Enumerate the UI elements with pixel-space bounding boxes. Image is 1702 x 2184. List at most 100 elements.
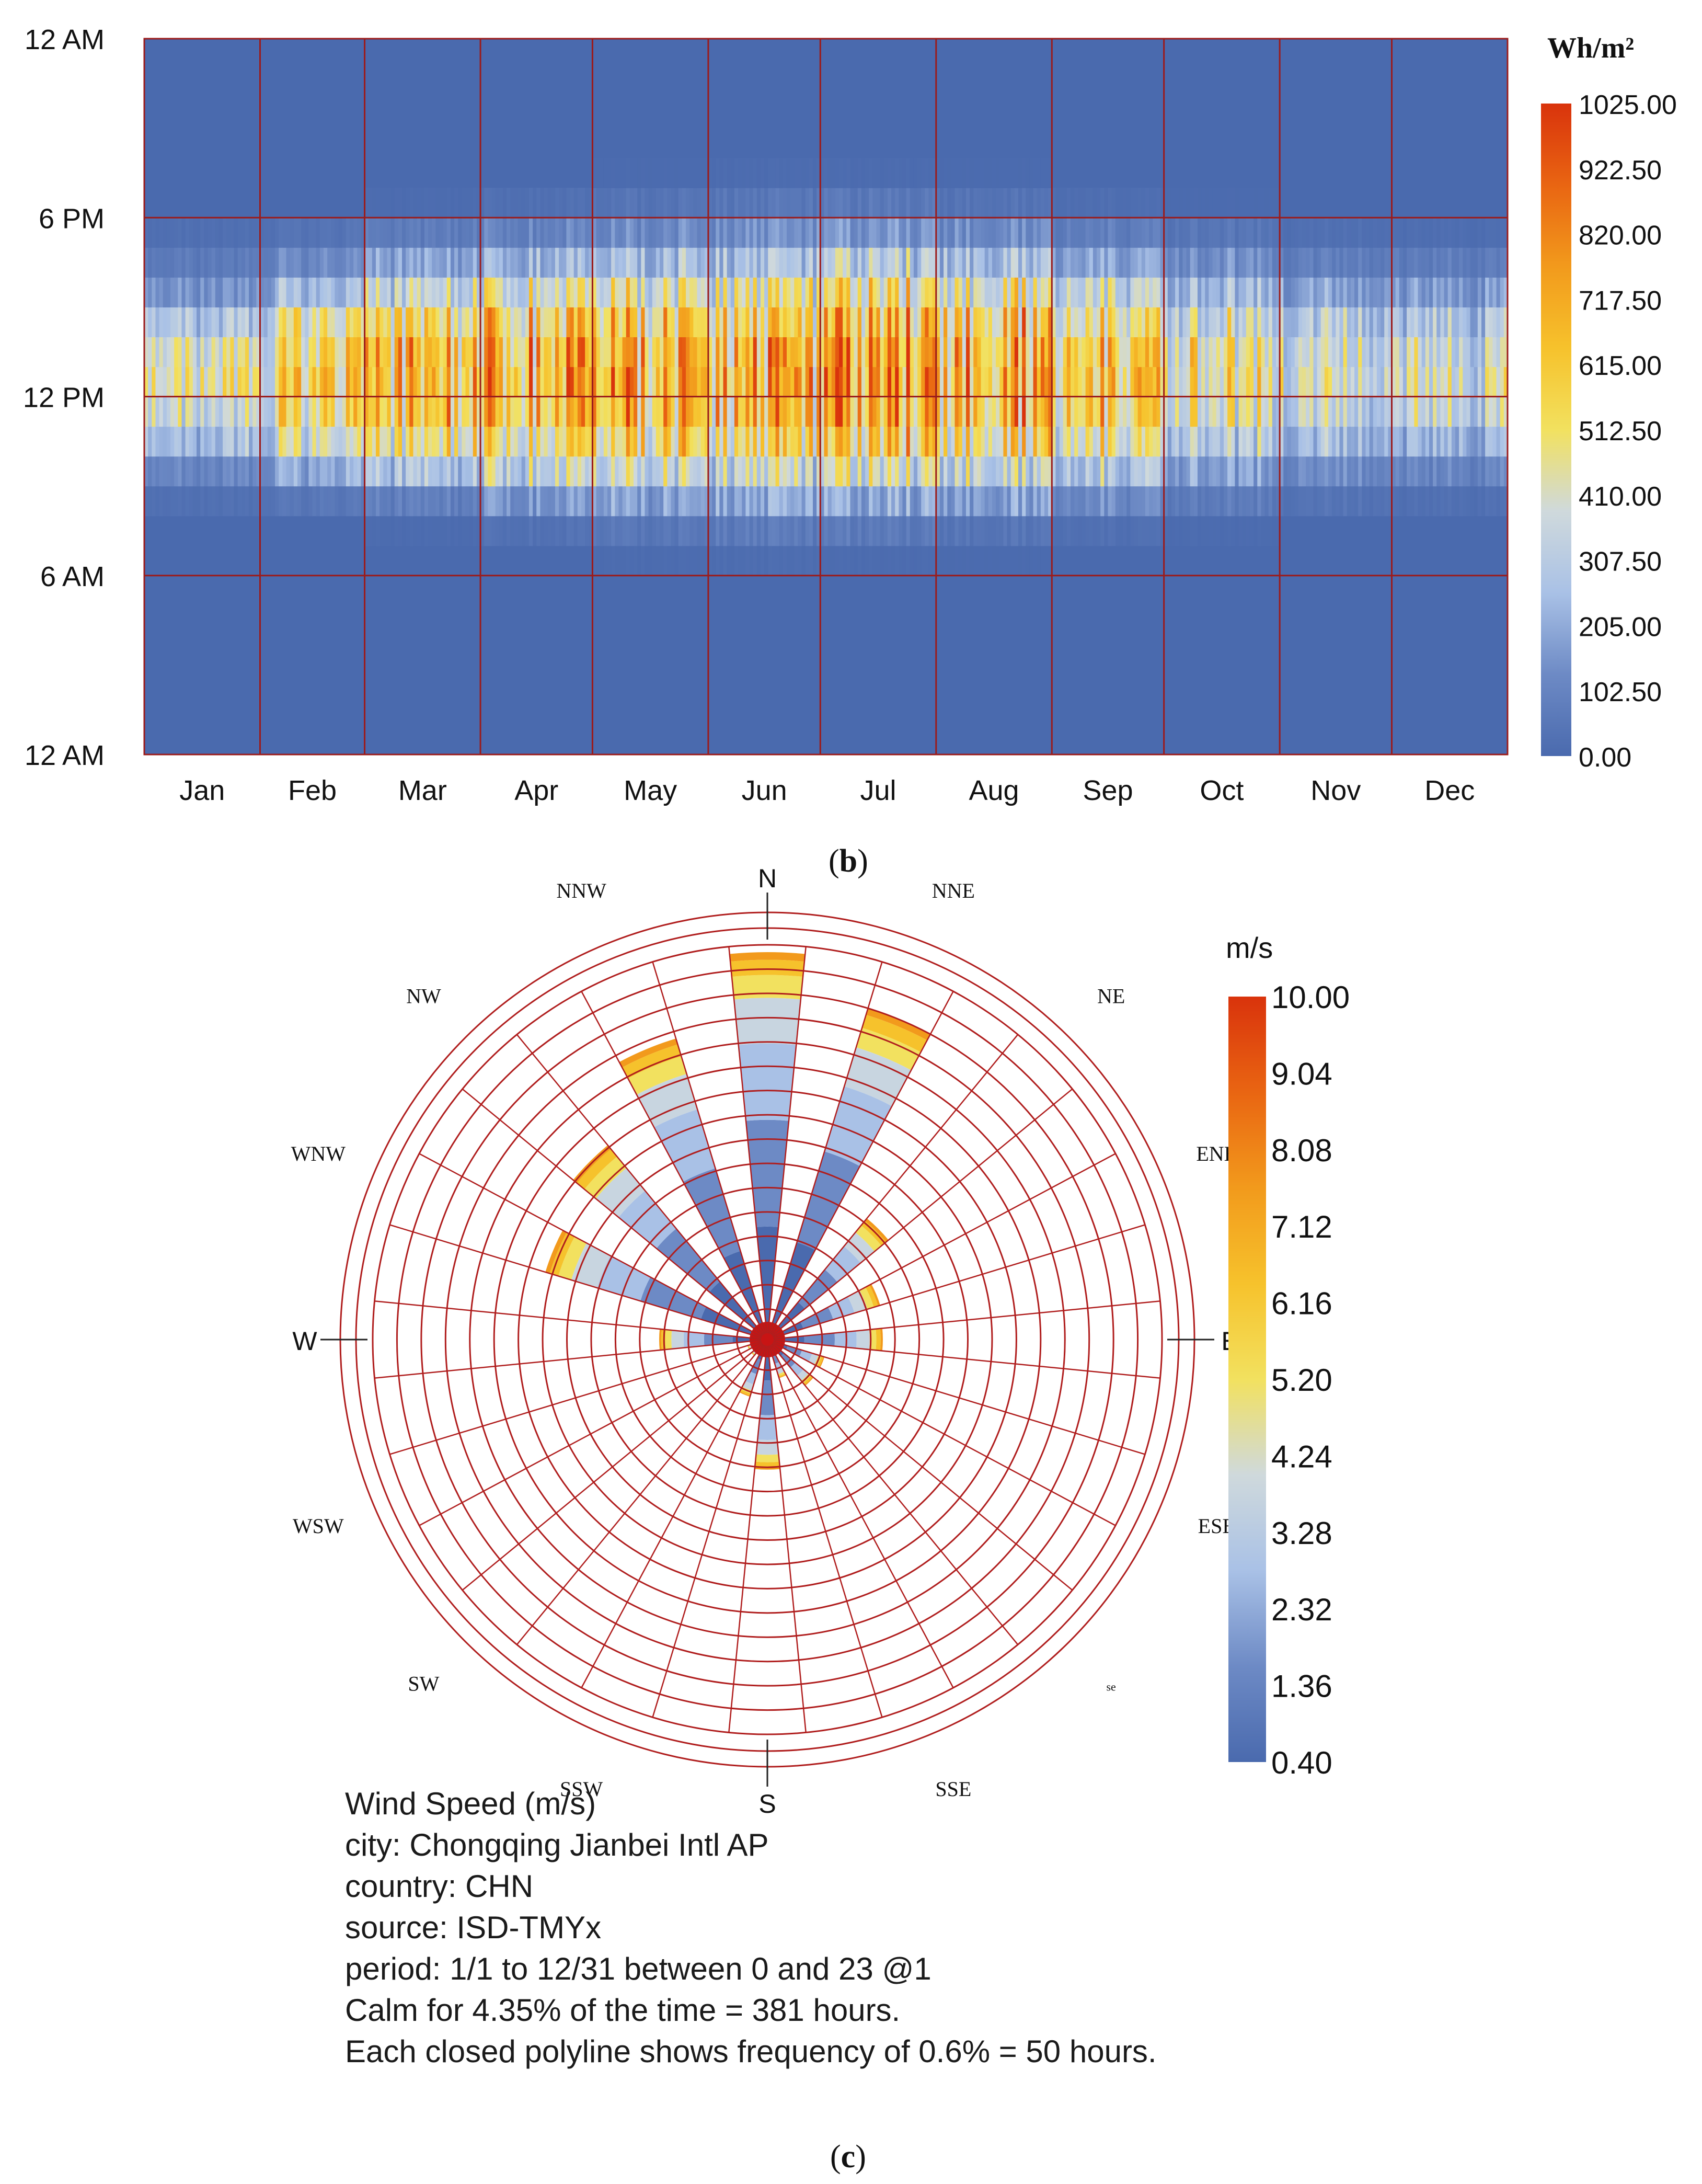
heatmap-cell	[652, 516, 657, 546]
heatmap-cell	[861, 307, 866, 338]
heatmap-cell	[686, 158, 690, 188]
heatmap-cell	[551, 307, 556, 338]
heatmap-cell	[267, 486, 272, 517]
wind-petal-se	[797, 1369, 809, 1381]
heatmap-cell	[1137, 218, 1142, 248]
wind-petal-nw	[656, 1228, 720, 1292]
heatmap-cell	[1503, 367, 1508, 397]
heatmap-cell	[488, 277, 492, 307]
heatmap-cell	[790, 367, 795, 397]
heatmap-cell	[245, 337, 249, 368]
heatmap-cell	[977, 277, 982, 307]
heatmap-cell	[1231, 277, 1235, 307]
heatmap-cell	[872, 367, 877, 397]
heatmap-cell	[1298, 218, 1303, 248]
heatmap-cell	[772, 367, 776, 397]
heatmap-cell	[380, 247, 384, 278]
heatmap-cell	[1238, 516, 1243, 546]
heatmap-cell	[439, 218, 444, 248]
heatmap-cell	[390, 218, 395, 248]
heatmap-cell	[1489, 396, 1493, 427]
heatmap-cell	[364, 218, 369, 248]
heatmap-cell	[645, 307, 649, 338]
heatmap-cell	[910, 188, 914, 218]
heatmap-cell	[970, 396, 974, 427]
heatmap-cell	[279, 337, 283, 368]
heatmap-cell	[267, 307, 272, 338]
heatmap-cell	[1126, 218, 1131, 248]
heatmap-cell	[1201, 486, 1205, 517]
heatmap-cell	[734, 426, 739, 457]
heatmap-cell	[364, 426, 369, 457]
heatmap-cell	[988, 367, 993, 397]
heatmap-cell	[234, 486, 238, 517]
heatmap-cell	[1074, 516, 1078, 546]
heatmap-cell	[700, 516, 705, 546]
heatmap-cell	[958, 307, 963, 338]
heatmap-cell	[473, 367, 477, 397]
heatmap-cell	[1485, 247, 1489, 278]
heatmap-cell	[936, 396, 940, 427]
heatmap-cell	[342, 486, 347, 517]
heatmap-cell	[768, 516, 772, 546]
heatmap-cell	[1272, 188, 1276, 218]
heatmap-cell	[611, 545, 615, 576]
heatmap-cell	[476, 486, 481, 517]
wind-petal-nnw	[636, 1073, 698, 1127]
heatmap-cell	[618, 158, 623, 188]
heatmap-cell	[420, 247, 425, 278]
wind-petal-n	[746, 1119, 789, 1227]
heatmap-cell	[155, 396, 160, 427]
heatmap-cell	[618, 396, 623, 427]
heatmap-cell	[1254, 307, 1258, 338]
heatmap-cell	[1197, 188, 1202, 218]
heatmap-cell	[387, 486, 392, 517]
heatmap-cell	[1134, 396, 1138, 427]
heatmap-cell	[1238, 396, 1243, 427]
heatmap-cell	[551, 337, 556, 368]
heatmap-cell	[798, 486, 802, 517]
heatmap-cell	[786, 545, 791, 576]
heatmap-cell	[1082, 218, 1086, 248]
heatmap-cell	[618, 486, 623, 517]
heatmap-cell	[756, 188, 761, 218]
heatmap-cell	[973, 277, 978, 307]
heatmap-cell	[170, 426, 175, 457]
heatmap-cell	[1306, 367, 1310, 397]
heatmap-cell	[293, 218, 298, 248]
heatmap-cell	[965, 456, 970, 487]
heatmap-cell	[1066, 218, 1071, 248]
heatmap-cell	[1451, 337, 1456, 368]
heatmap-cell	[1485, 367, 1489, 397]
heatmap-cell	[559, 218, 563, 248]
heatmap-cell	[1037, 307, 1041, 338]
heatmap-cell	[1126, 367, 1131, 397]
heatmap-cell	[1392, 426, 1396, 457]
heatmap-cell	[1097, 367, 1101, 397]
heatmap-cell	[1291, 456, 1295, 487]
wind-petal-w	[732, 1336, 762, 1343]
heatmap-cell	[637, 456, 641, 487]
heatmap-cell	[719, 158, 724, 188]
heatmap-cell	[869, 456, 873, 487]
heatmap-cell	[390, 456, 395, 487]
heatmap-cell	[1436, 247, 1441, 278]
heatmap-cell	[1063, 218, 1067, 248]
heatmap-cell	[917, 188, 922, 218]
heatmap-cell	[629, 426, 634, 457]
heatmap-cell	[917, 367, 922, 397]
heatmap-cell	[443, 456, 447, 487]
heatmap-cell	[939, 218, 944, 248]
heatmap-cell	[660, 516, 664, 546]
heatmap-cell	[585, 337, 589, 368]
heatmap-cell	[768, 218, 772, 248]
heatmap-cell	[518, 247, 522, 278]
heatmap-cell	[1085, 307, 1090, 338]
heatmap-cell	[462, 486, 466, 517]
heatmap-cell	[1182, 247, 1187, 278]
heatmap-cell	[1320, 247, 1325, 278]
heatmap-cell	[1111, 426, 1116, 457]
heatmap-cell	[753, 337, 757, 368]
heatmap-cell	[1111, 337, 1116, 368]
heatmap-cell	[1376, 218, 1381, 248]
